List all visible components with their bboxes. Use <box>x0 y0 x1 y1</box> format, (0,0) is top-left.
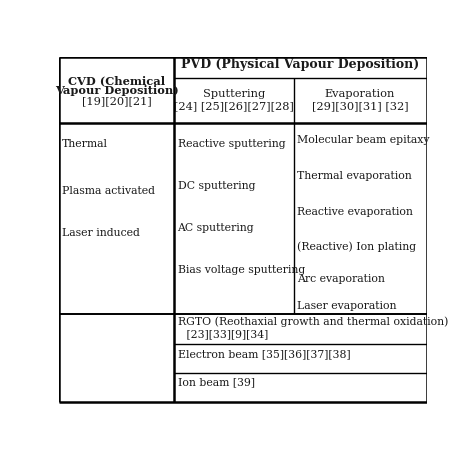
Text: [23][33][9][34]: [23][33][9][34] <box>183 329 268 339</box>
Text: Bias voltage sputtering: Bias voltage sputtering <box>178 264 305 274</box>
Text: PVD (Physical Vapour Deposition): PVD (Physical Vapour Deposition) <box>181 58 419 71</box>
Text: AC sputtering: AC sputtering <box>178 223 254 233</box>
Text: Thermal evaporation: Thermal evaporation <box>297 171 412 181</box>
Text: Thermal: Thermal <box>62 138 108 148</box>
Text: DC sputtering: DC sputtering <box>178 181 255 191</box>
Text: Laser evaporation: Laser evaporation <box>297 301 397 311</box>
Text: [29][30][31] [32]: [29][30][31] [32] <box>312 101 409 111</box>
Text: Vapour Deposition): Vapour Deposition) <box>55 84 178 96</box>
Text: RGTO (Reothaxial growth and thermal oxidation): RGTO (Reothaxial growth and thermal oxid… <box>178 317 448 327</box>
Text: Evaporation: Evaporation <box>325 89 395 99</box>
Text: CVD (Chemical: CVD (Chemical <box>68 75 165 86</box>
Text: Reactive sputtering: Reactive sputtering <box>178 138 285 148</box>
Text: Reactive evaporation: Reactive evaporation <box>297 207 413 217</box>
Text: Laser induced: Laser induced <box>62 228 140 238</box>
Text: Electron beam [35][36][37][38]: Electron beam [35][36][37][38] <box>178 349 350 359</box>
Text: Sputtering: Sputtering <box>202 89 265 99</box>
Text: (Reactive) Ion plating: (Reactive) Ion plating <box>297 242 417 252</box>
Text: Ion beam [39]: Ion beam [39] <box>178 378 255 388</box>
Text: Molecular beam epitaxy: Molecular beam epitaxy <box>297 135 430 145</box>
Text: [24] [25][26][27][28]: [24] [25][26][27][28] <box>174 101 294 111</box>
Text: Arc evaporation: Arc evaporation <box>297 274 385 284</box>
Text: Plasma activated: Plasma activated <box>62 186 155 196</box>
Text: [19][20][21]: [19][20][21] <box>82 96 151 106</box>
